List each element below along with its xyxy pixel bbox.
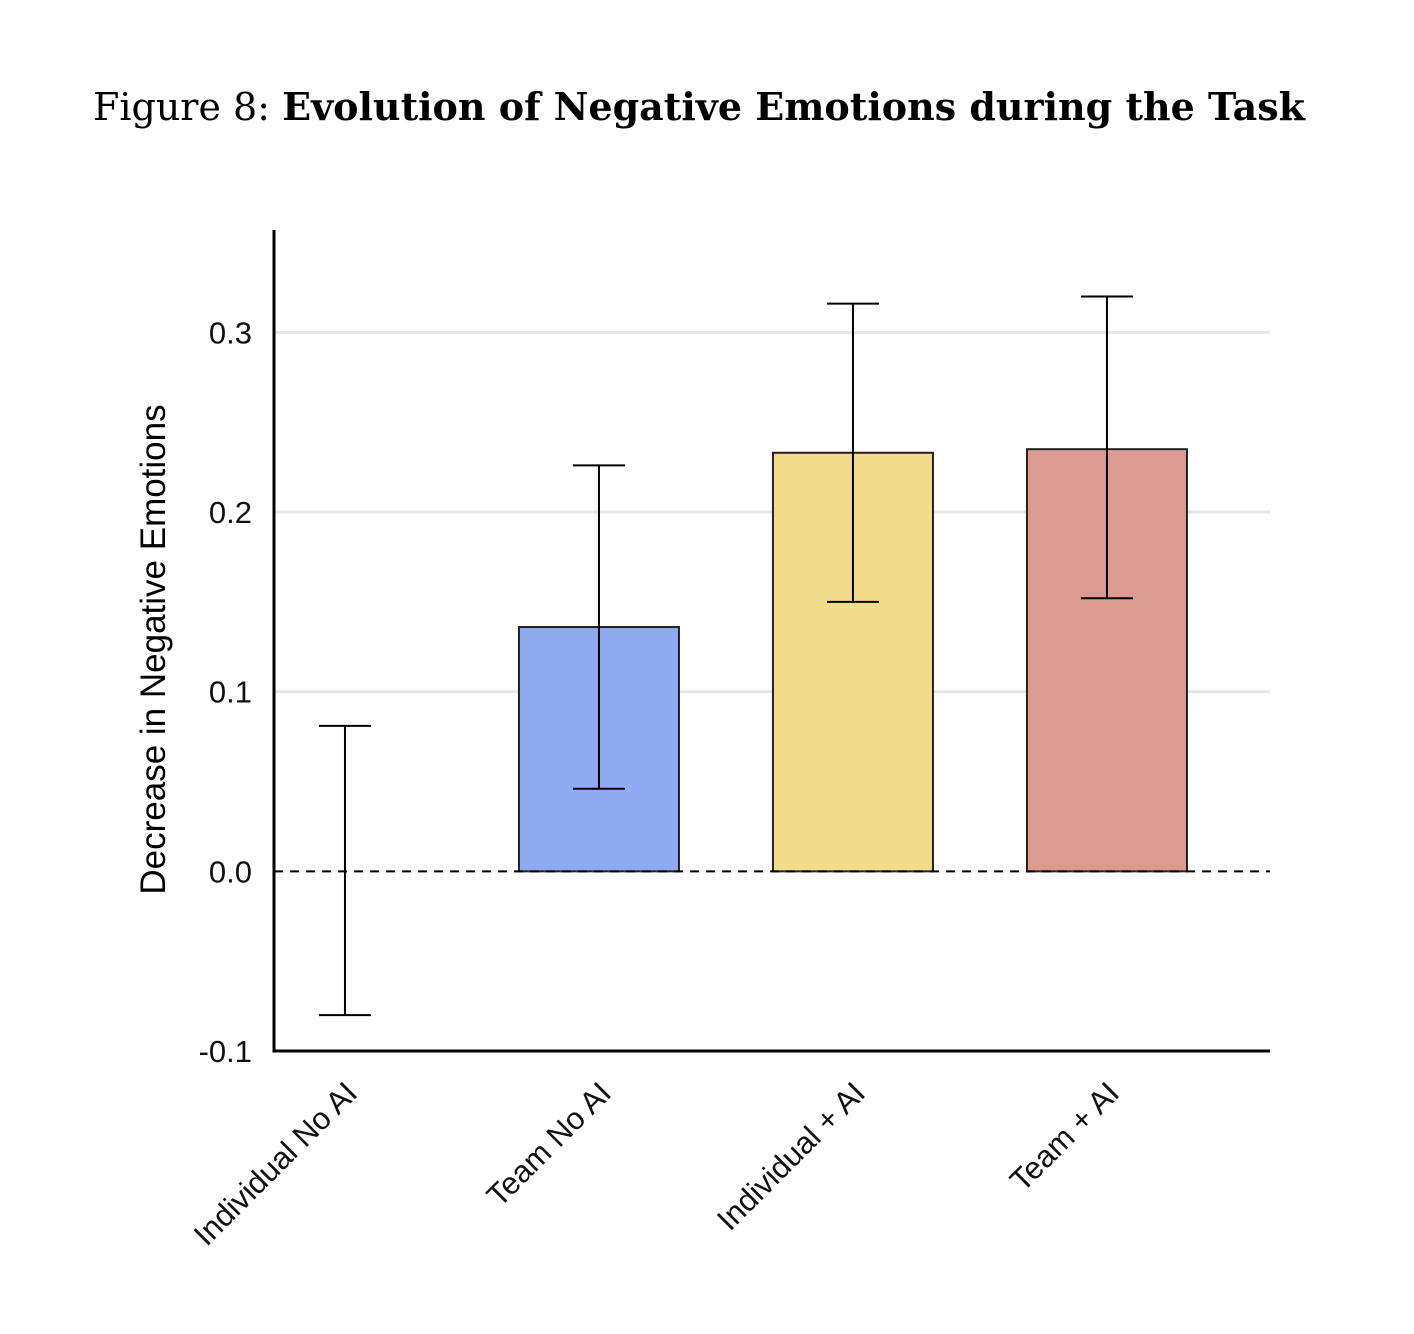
x-tick-label-0: Individual No AI xyxy=(187,1075,364,1252)
y-tick-label-2: 0.1 xyxy=(209,675,252,710)
figure-caption: Figure 8: Evolution of Negative Emotions… xyxy=(0,84,1398,129)
axis-layer xyxy=(272,230,1270,1053)
y-axis-label: Decrease in Negative Emotions xyxy=(134,404,173,894)
error-bar-layer xyxy=(318,295,1133,1017)
y-tick-label-3: 0.2 xyxy=(209,495,252,530)
error-bar-1 xyxy=(572,464,625,790)
error-bar-3 xyxy=(1080,295,1133,600)
x-tick-label-2: Individual + AI xyxy=(710,1075,872,1237)
y-tick-label-0: -0.1 xyxy=(199,1034,252,1069)
y-tick-label-1: 0.0 xyxy=(209,854,252,889)
figure-label: Figure 8: xyxy=(92,85,271,129)
error-bar-2 xyxy=(826,302,879,603)
x-tick-label-3: Team + AI xyxy=(1003,1075,1126,1198)
y-tick-label-4: 0.3 xyxy=(209,315,252,350)
figure-title: Evolution of Negative Emotions during th… xyxy=(282,84,1306,129)
x-tick-label-1: Team No AI xyxy=(480,1075,618,1213)
